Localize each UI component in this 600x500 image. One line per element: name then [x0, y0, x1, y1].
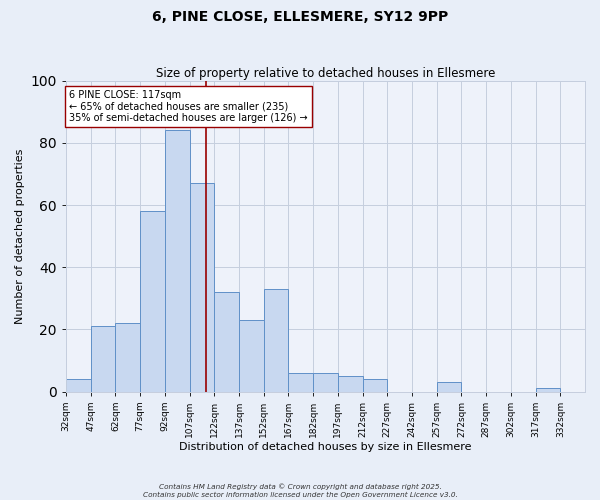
Bar [140, 211, 165, 392]
Bar [239, 320, 263, 392]
Bar [362, 379, 387, 392]
Text: 6, PINE CLOSE, ELLESMERE, SY12 9PP: 6, PINE CLOSE, ELLESMERE, SY12 9PP [152, 10, 448, 24]
Bar [263, 289, 289, 392]
Bar [190, 184, 214, 392]
X-axis label: Distribution of detached houses by size in Ellesmere: Distribution of detached houses by size … [179, 442, 472, 452]
Bar [91, 326, 115, 392]
Bar [214, 292, 239, 392]
Bar [66, 379, 91, 392]
Title: Size of property relative to detached houses in Ellesmere: Size of property relative to detached ho… [156, 66, 495, 80]
Bar [289, 373, 313, 392]
Bar [536, 388, 560, 392]
Y-axis label: Number of detached properties: Number of detached properties [15, 148, 25, 324]
Bar [165, 130, 190, 392]
Bar [338, 376, 362, 392]
Text: 6 PINE CLOSE: 117sqm
← 65% of detached houses are smaller (235)
35% of semi-deta: 6 PINE CLOSE: 117sqm ← 65% of detached h… [69, 90, 308, 123]
Bar [313, 373, 338, 392]
Text: Contains HM Land Registry data © Crown copyright and database right 2025.
Contai: Contains HM Land Registry data © Crown c… [143, 484, 457, 498]
Bar [115, 323, 140, 392]
Bar [437, 382, 461, 392]
